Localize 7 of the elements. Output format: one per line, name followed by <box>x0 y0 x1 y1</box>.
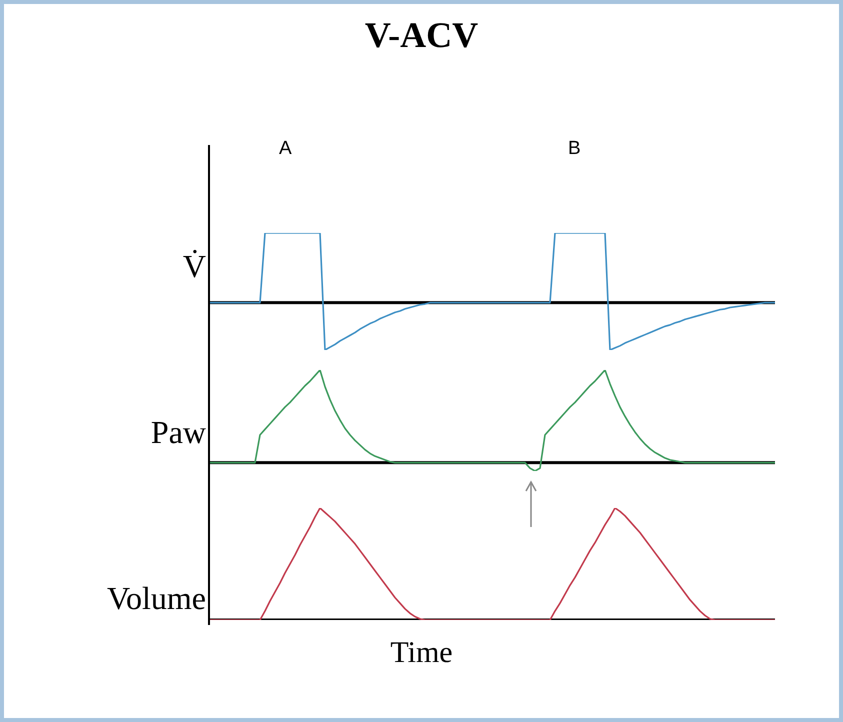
y-axis-title: Paw <box>150 414 206 451</box>
text: A <box>279 138 292 160</box>
x-axis-title: Time <box>389 636 454 670</box>
y-axis-title: V̇ <box>182 248 206 285</box>
text: B <box>568 138 581 160</box>
chart-title: V-ACV <box>364 14 480 56</box>
y-axis-title: Volume <box>107 580 206 617</box>
